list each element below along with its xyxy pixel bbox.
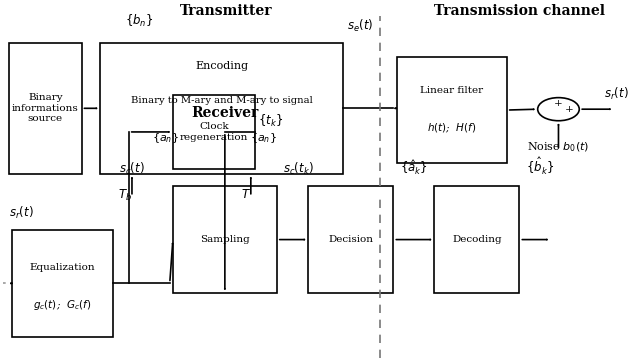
Text: Binary to M-ary and M-ary to signal: Binary to M-ary and M-ary to signal <box>131 96 313 105</box>
Text: $\{a_n\}$: $\{a_n\}$ <box>249 132 276 145</box>
Text: Transmission channel: Transmission channel <box>434 4 605 18</box>
FancyBboxPatch shape <box>308 186 394 293</box>
FancyBboxPatch shape <box>100 43 343 174</box>
Text: $s_e(t)$: $s_e(t)$ <box>347 18 373 34</box>
FancyBboxPatch shape <box>12 230 113 337</box>
Text: $T$: $T$ <box>241 188 251 201</box>
Text: Sampling: Sampling <box>200 235 249 244</box>
Text: Equalization: Equalization <box>30 263 96 272</box>
FancyBboxPatch shape <box>173 95 255 169</box>
Text: +: + <box>565 105 574 114</box>
Text: Decision: Decision <box>329 235 373 244</box>
Text: $\{b_n\}$: $\{b_n\}$ <box>125 13 154 29</box>
FancyBboxPatch shape <box>173 186 277 293</box>
Text: $s_r(t)$: $s_r(t)$ <box>9 205 34 221</box>
Text: $T_b$: $T_b$ <box>118 188 132 203</box>
FancyBboxPatch shape <box>9 43 82 174</box>
Text: $h(t)$;  $H(f)$: $h(t)$; $H(f)$ <box>427 122 477 135</box>
FancyBboxPatch shape <box>434 186 519 293</box>
Text: Transmitter: Transmitter <box>181 4 273 18</box>
Text: +: + <box>554 99 563 108</box>
Text: $\{\hat{a}_k\}$: $\{\hat{a}_k\}$ <box>399 159 427 177</box>
Text: Decoding: Decoding <box>452 235 501 244</box>
Text: Clock
regeneration: Clock regeneration <box>180 122 248 142</box>
Text: $s_r(t)$: $s_r(t)$ <box>604 86 629 102</box>
Text: $\{a_n\}$: $\{a_n\}$ <box>152 132 179 145</box>
Text: $\{\hat{b}_k\}$: $\{\hat{b}_k\}$ <box>526 157 554 177</box>
Text: Binary
informations
source: Binary informations source <box>12 94 78 123</box>
FancyBboxPatch shape <box>397 57 507 163</box>
Text: Noise $b_0(t)$: Noise $b_0(t)$ <box>528 140 590 154</box>
Text: $s_c(t)$: $s_c(t)$ <box>119 161 145 177</box>
Text: Receiver: Receiver <box>191 106 258 120</box>
Text: Linear filter: Linear filter <box>420 86 483 95</box>
Text: $g_c(t)$;  $G_c(f)$: $g_c(t)$; $G_c(f)$ <box>33 298 92 312</box>
Text: $\{t_k\}$: $\{t_k\}$ <box>258 113 283 129</box>
Text: Encoding: Encoding <box>195 61 248 71</box>
Text: $s_c(t_k)$: $s_c(t_k)$ <box>283 161 314 177</box>
